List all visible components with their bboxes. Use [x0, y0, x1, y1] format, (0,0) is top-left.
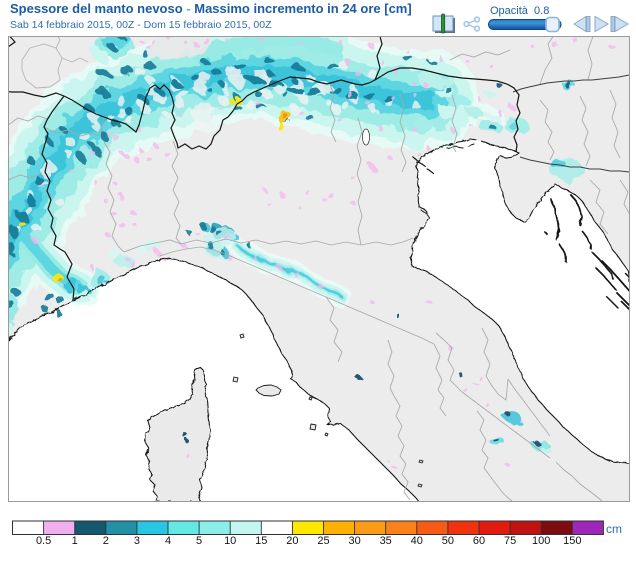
- svg-text:150: 150: [563, 535, 581, 547]
- svg-text:60: 60: [473, 535, 485, 547]
- svg-text:0.5: 0.5: [36, 535, 51, 547]
- svg-text:75: 75: [504, 535, 516, 547]
- svg-text:15: 15: [255, 535, 267, 547]
- svg-text:3: 3: [134, 535, 140, 547]
- svg-text:2: 2: [103, 535, 109, 547]
- svg-text:100: 100: [532, 535, 550, 547]
- svg-text:4: 4: [165, 535, 171, 547]
- svg-text:30: 30: [348, 535, 360, 547]
- svg-text:5: 5: [196, 535, 202, 547]
- svg-text:20: 20: [286, 535, 298, 547]
- svg-text:35: 35: [380, 535, 392, 547]
- svg-text:40: 40: [411, 535, 423, 547]
- svg-text:10: 10: [224, 535, 236, 547]
- svg-text:25: 25: [317, 535, 329, 547]
- svg-text:50: 50: [442, 535, 454, 547]
- svg-text:1: 1: [72, 535, 78, 547]
- svg-text:cm: cm: [606, 522, 622, 536]
